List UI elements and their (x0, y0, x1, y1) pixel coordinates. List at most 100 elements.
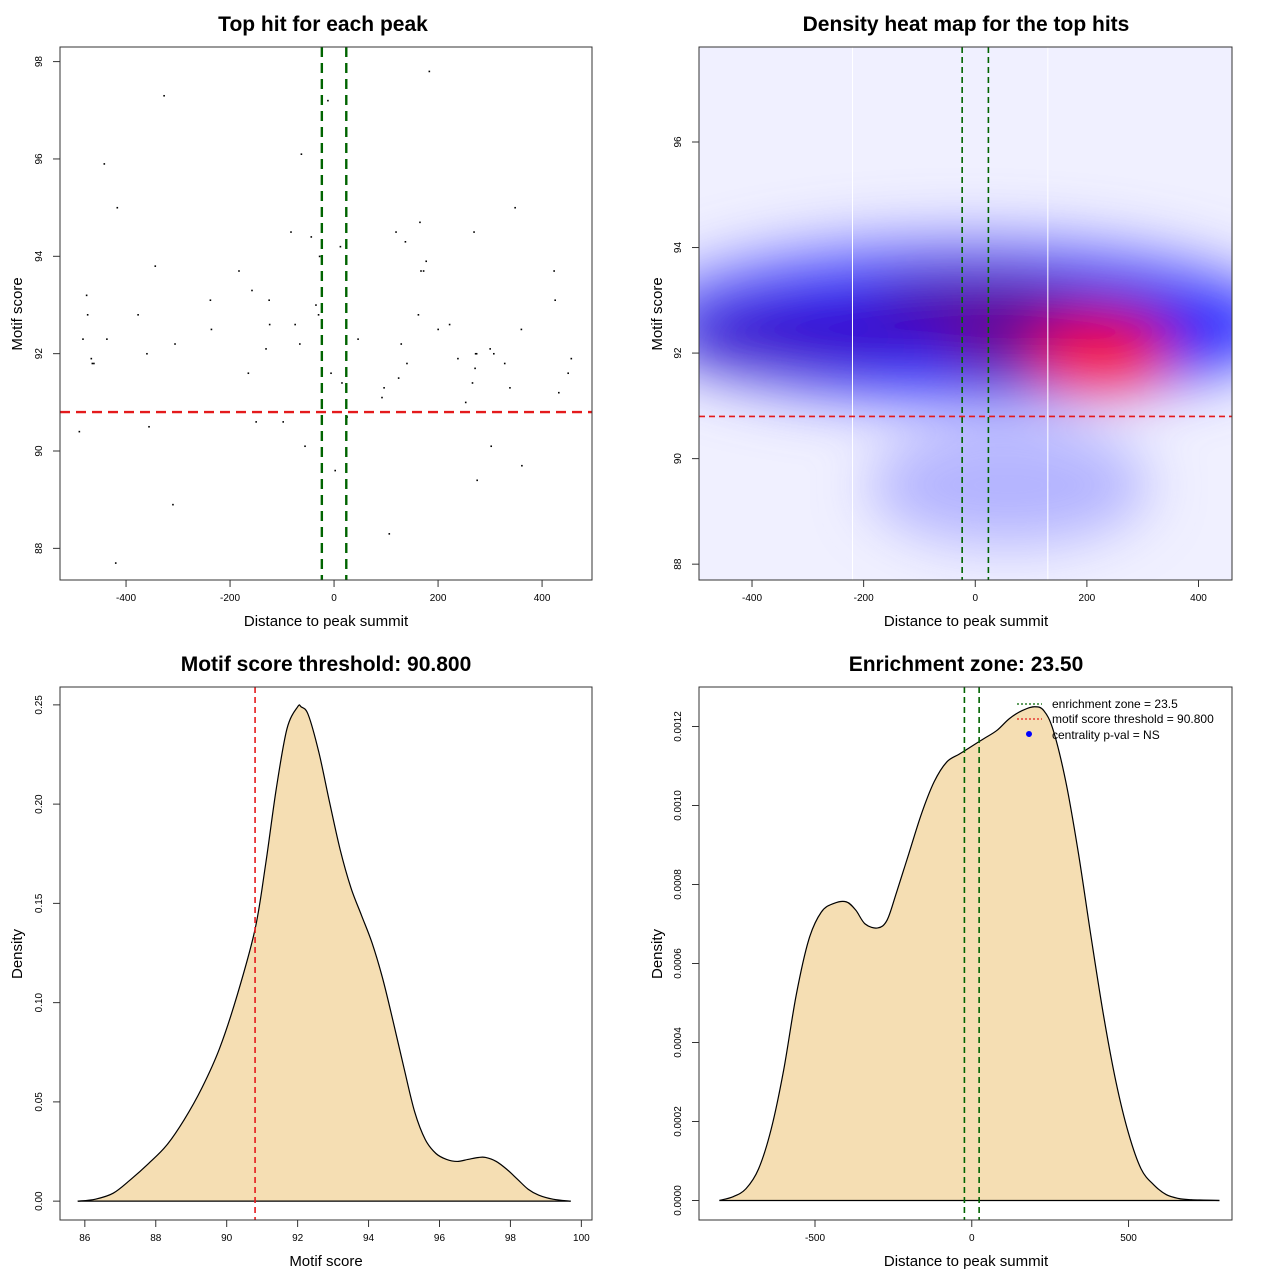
data-point (493, 352, 495, 355)
x-tick-label: 94 (363, 1233, 375, 1244)
x-tick-label: 92 (292, 1233, 304, 1244)
y-tick-label: 0.0012 (673, 711, 684, 742)
plot-frame (59, 46, 593, 581)
x-tick-label: 98 (505, 1233, 517, 1244)
data-point (457, 357, 459, 360)
data-point (154, 265, 157, 267)
legend-item: centrality p-val = NS (1026, 728, 1160, 742)
x-tick-label: 96 (434, 1233, 446, 1244)
data-point (282, 421, 284, 423)
data-point (420, 270, 422, 272)
x-axis-label: Motif score (289, 1253, 362, 1270)
data-point (357, 338, 359, 340)
y-tick-label: 0.0010 (673, 790, 684, 821)
y-tick-label: 96 (34, 153, 45, 165)
data-point (425, 260, 428, 263)
x-tick-label: 200 (1079, 593, 1096, 604)
data-point (400, 343, 403, 345)
legend-item: motif score threshold = 90.800 (1017, 712, 1214, 726)
data-point (419, 221, 421, 224)
y-tick-label: 96 (673, 136, 684, 148)
data-point (299, 343, 301, 345)
legend-label: centrality p-val = NS (1052, 728, 1160, 742)
data-point (114, 562, 117, 564)
data-point (268, 323, 271, 326)
data-point (490, 445, 493, 448)
data-point (93, 362, 95, 365)
data-point (238, 270, 240, 272)
data-point (428, 70, 431, 73)
y-tick-label: 0.05 (34, 1092, 45, 1112)
panel-score-density: Motif score threshold: 90.800 86 88 90 92 94… (9, 653, 593, 1270)
x-tick-label: -400 (116, 593, 136, 604)
data-point (520, 328, 523, 331)
data-point (464, 401, 467, 404)
density-area (719, 706, 1220, 1201)
density-curve (719, 706, 1220, 1202)
data-point (383, 387, 385, 389)
x-tick-label: 0 (331, 593, 337, 604)
y-tick-label: 0.20 (34, 794, 45, 814)
data-point (251, 289, 253, 292)
data-point (476, 479, 478, 482)
density-peak (699, 303, 912, 372)
x-tick-label: -200 (220, 593, 240, 604)
data-point (209, 299, 212, 302)
data-point (85, 294, 88, 297)
y-tick-label: 0.0002 (673, 1106, 684, 1137)
data-point (422, 270, 425, 272)
data-point (172, 503, 174, 506)
data-point (318, 255, 321, 258)
data-point (106, 338, 108, 340)
x-tick-label: 90 (221, 1233, 233, 1244)
y-tick-label: 88 (673, 558, 684, 570)
data-point (91, 362, 94, 365)
y-tick-label: 0.0008 (673, 869, 684, 900)
data-point (509, 387, 511, 389)
y-tick-label: 98 (34, 56, 45, 68)
x-tick-label: 400 (534, 593, 551, 604)
data-point (255, 421, 257, 423)
y-tick-label: 0.25 (34, 695, 45, 715)
x-tick-label: 400 (1190, 593, 1207, 604)
data-point (116, 206, 119, 209)
density-peak-max (1030, 321, 1171, 390)
data-point (474, 367, 476, 370)
legend-label: motif score threshold = 90.800 (1052, 712, 1214, 726)
x-axis-label: Distance to peak summit (244, 613, 409, 630)
data-point (294, 323, 296, 326)
data-point (388, 533, 391, 535)
data-point (474, 352, 477, 355)
x-tick-label: -400 (742, 593, 762, 604)
data-point (567, 372, 569, 375)
legend-swatch-centrality (1026, 731, 1032, 737)
panel-heatmap: Density heat map for the top hits -400 -2… (649, 13, 1233, 630)
panel-distance-density: Enrichment zone: 23.50 -500 0 500 0.0000 0.0… (649, 653, 1233, 1270)
data-point (304, 445, 306, 448)
data-point (315, 304, 317, 306)
density-curve (77, 704, 571, 1202)
x-tick-label: 100 (573, 1233, 590, 1244)
y-tick-label: 94 (673, 242, 684, 254)
data-point (554, 299, 556, 302)
y-tick-label: 90 (673, 453, 684, 465)
density-area (77, 704, 571, 1202)
data-point (381, 396, 383, 399)
data-point (210, 328, 213, 331)
chart-title: Motif score threshold: 90.800 (181, 653, 472, 676)
x-axis-label: Distance to peak summit (884, 613, 1049, 630)
x-tick-label: 500 (1120, 1233, 1137, 1244)
data-point (339, 245, 342, 248)
density-band (868, 425, 1149, 546)
data-point (330, 372, 332, 375)
data-point (341, 382, 343, 384)
data-point (247, 372, 250, 375)
data-point (137, 314, 139, 316)
data-point (146, 352, 148, 355)
chart-title: Enrichment zone: 23.50 (849, 653, 1084, 676)
data-point (503, 362, 506, 365)
data-point (473, 231, 475, 233)
y-tick-label: 0.0000 (673, 1185, 684, 1216)
data-point (163, 94, 165, 97)
